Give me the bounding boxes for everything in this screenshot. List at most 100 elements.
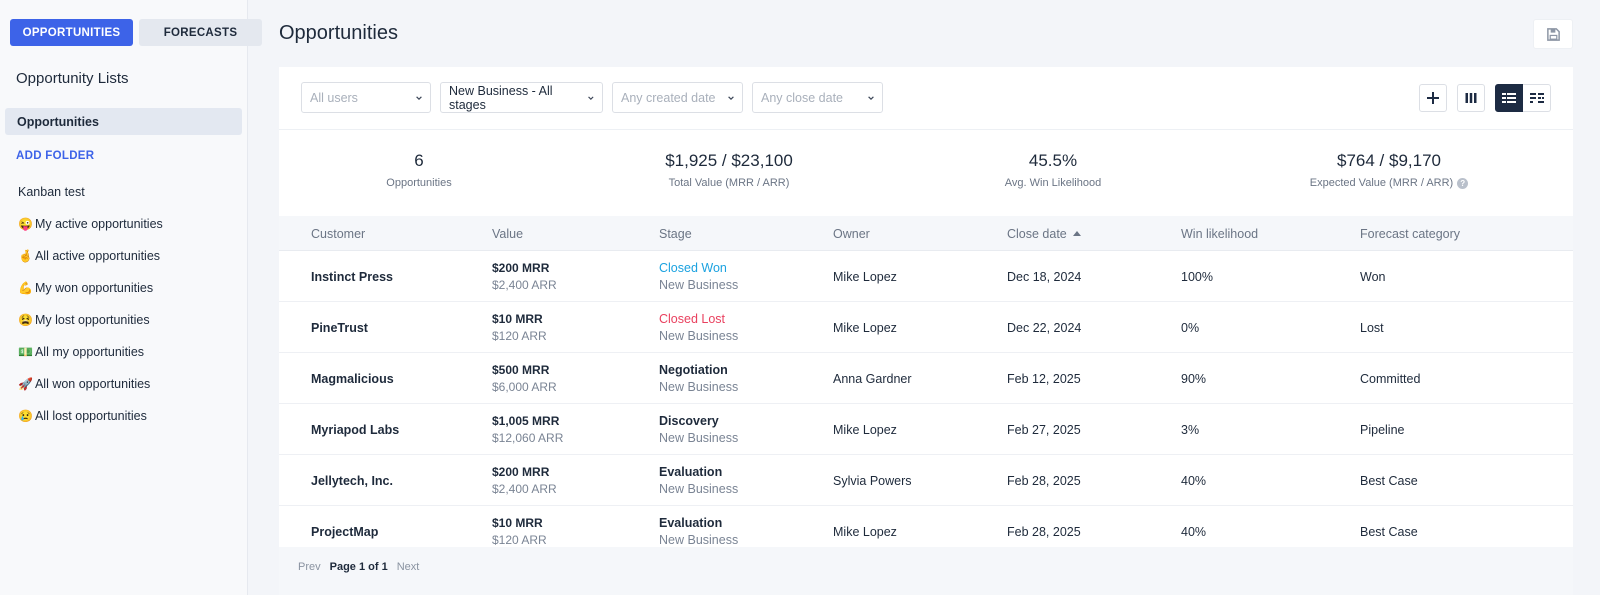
pipeline-name: New Business — [659, 533, 739, 547]
table-row[interactable]: Myriapod Labs $1,005 MRR $12,060 ARR Discov… — [279, 404, 1573, 455]
sidebar-list-item[interactable]: 😢 All lost opportunities — [18, 400, 163, 432]
value-arr: $6,000 ARR — [492, 380, 557, 394]
stage-name: Discovery — [659, 414, 719, 428]
help-icon[interactable]: ? — [1457, 177, 1469, 189]
columns-button[interactable] — [1457, 84, 1485, 112]
table-row[interactable]: Jellytech, Inc. $200 MRR $2,400 ARR Evaluat… — [279, 455, 1573, 506]
table-row[interactable]: Magmalicious $500 MRR $6,000 ARR Negotiatio… — [279, 353, 1573, 404]
close-date: Dec 22, 2024 — [1007, 320, 1082, 335]
users-filter[interactable]: All users — [301, 82, 431, 113]
win-likelihood: 40% — [1181, 524, 1207, 539]
customer-name[interactable]: Magmalicious — [311, 371, 394, 386]
col-owner[interactable]: Owner — [833, 226, 870, 241]
stage-filter[interactable]: New Business - All stages — [440, 82, 603, 113]
value-mrr: $10 MRR — [492, 516, 543, 530]
created-date-filter-label: Any created date — [621, 90, 716, 105]
top-tabs: OPPORTUNITIES FORECASTS — [10, 19, 262, 46]
forecast-category: Best Case — [1360, 524, 1418, 539]
owner-name: Mike Lopez — [833, 524, 897, 539]
view-toggle — [1495, 84, 1551, 112]
win-likelihood: 40% — [1181, 473, 1207, 488]
columns-icon — [1465, 93, 1477, 103]
save-button[interactable] — [1533, 19, 1573, 49]
value-arr: $12,060 ARR — [492, 431, 564, 445]
tab-opportunities[interactable]: OPPORTUNITIES — [10, 19, 133, 46]
win-likelihood: 0% — [1181, 320, 1200, 335]
close-date: Feb 12, 2025 — [1007, 371, 1081, 386]
sidebar-list-item-label: All won opportunities — [34, 377, 151, 391]
pipeline-name: New Business — [659, 431, 739, 445]
sidebar-list-item-label: My lost opportunities — [34, 313, 150, 327]
created-date-filter[interactable]: Any created date — [612, 82, 743, 113]
sidebar-list-item[interactable]: 💪 My won opportunities — [18, 272, 163, 304]
next-page-link[interactable]: Next — [396, 561, 420, 573]
customer-name[interactable]: ProjectMap — [311, 524, 379, 539]
stat-label: Expected Value (MRR / ARR)? — [1269, 177, 1509, 189]
stat-value: 6 — [414, 151, 424, 170]
add-opportunity-button[interactable] — [1419, 84, 1447, 112]
value-arr: $2,400 ARR — [492, 278, 557, 292]
sidebar-list-item-label: All lost opportunities — [34, 409, 147, 423]
table-row[interactable]: PineTrust $10 MRR $120 ARR Closed Lost New B… — [279, 302, 1573, 353]
customer-name[interactable]: PineTrust — [311, 320, 368, 335]
emoji-icon: 😢 — [18, 409, 33, 423]
customer-name[interactable]: Instinct Press — [311, 269, 393, 284]
stage-name: Closed Lost — [659, 312, 726, 326]
opportunities-card: All users New Business - All stages Any … — [279, 67, 1573, 595]
value-mrr: $1,005 MRR — [492, 414, 560, 428]
close-date-filter[interactable]: Any close date — [752, 82, 883, 113]
col-win-likelihood[interactable]: Win likelihood — [1181, 226, 1259, 241]
customer-name[interactable]: Jellytech, Inc. — [311, 473, 393, 488]
sidebar-list-item[interactable]: Kanban test — [18, 176, 163, 208]
view-tools — [1419, 84, 1551, 112]
customer-name[interactable]: Myriapod Labs — [311, 422, 400, 437]
divider — [279, 129, 1573, 130]
sidebar-item-opportunities[interactable]: Opportunities — [5, 108, 242, 135]
tab-forecasts[interactable]: FORECASTS — [139, 19, 262, 46]
sidebar-list-item-label: My won opportunities — [34, 281, 154, 295]
col-stage[interactable]: Stage — [659, 226, 692, 241]
col-customer[interactable]: Customer — [311, 226, 366, 241]
sidebar-list-item[interactable]: 😜 My active opportunities — [18, 208, 163, 240]
stat-label: Total Value (MRR / ARR) — [668, 177, 790, 189]
add-folder-link[interactable]: ADD FOLDER — [16, 150, 95, 162]
kanban-view-icon — [1529, 93, 1544, 103]
col-value[interactable]: Value — [492, 226, 524, 241]
stage-name: Evaluation — [659, 465, 723, 479]
table-row[interactable]: Instinct Press $200 MRR $2,400 ARR Closed W… — [279, 251, 1573, 302]
save-icon — [1546, 27, 1560, 41]
stage-name: Evaluation — [659, 516, 723, 530]
table-header: Customer Value Stage Owner Close date Wi… — [279, 216, 1573, 251]
value-arr: $120 ARR — [492, 329, 547, 343]
sidebar-list-item[interactable]: 💵 All my opportunities — [18, 336, 163, 368]
stat-total-value: $1,925 / $23,100 Total Value (MRR / ARR) — [609, 151, 849, 189]
emoji-icon: 💵 — [18, 345, 33, 359]
stat-value: 45.5% — [1028, 151, 1078, 170]
close-date: Feb 27, 2025 — [1007, 422, 1081, 437]
close-date: Dec 18, 2024 — [1007, 269, 1082, 284]
sidebar-list-item[interactable]: 🚀 All won opportunities — [18, 368, 163, 400]
col-close-date[interactable]: Close date — [1007, 216, 1081, 251]
emoji-icon: 😫 — [18, 313, 33, 327]
kanban-view-button[interactable] — [1523, 84, 1551, 112]
prev-page-link[interactable]: Prev — [298, 561, 321, 573]
stat-label: Opportunities — [386, 177, 452, 189]
pipeline-name: New Business — [659, 380, 739, 394]
table-footer — [279, 547, 1573, 595]
owner-name: Mike Lopez — [833, 320, 897, 335]
owner-name: Mike Lopez — [833, 422, 897, 437]
value-mrr: $200 MRR — [492, 465, 550, 479]
emoji-icon: 🚀 — [18, 377, 33, 391]
stage-name: Negotiation — [659, 363, 728, 377]
list-view-button[interactable] — [1495, 84, 1523, 112]
stage-filter-label: New Business - All stages — [449, 83, 553, 112]
sidebar-title: Opportunity Lists — [16, 70, 129, 87]
value-arr: $120 ARR — [492, 533, 547, 547]
sidebar-list-item[interactable]: 😫 My lost opportunities — [18, 304, 163, 336]
value-mrr: $10 MRR — [492, 312, 543, 326]
stat-opportunities: 6 Opportunities — [299, 151, 539, 189]
col-forecast-category[interactable]: Forecast category — [1360, 226, 1461, 241]
stat-label: Avg. Win Likelihood — [1004, 177, 1102, 189]
table-body: Instinct Press $200 MRR $2,400 ARR Closed W… — [279, 251, 1573, 557]
sidebar-list-item[interactable]: 🤞 All active opportunities — [18, 240, 163, 272]
